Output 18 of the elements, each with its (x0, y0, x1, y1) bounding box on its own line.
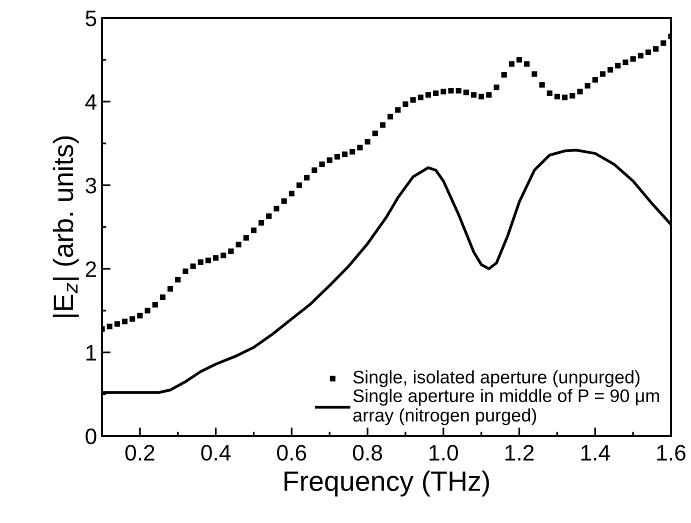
y-tick-label: 1 (86, 345, 96, 360)
legend-label: Single aperture in middle of P = 90 μm array (nitrogen purged) (353, 388, 659, 426)
x-tick-label: 1.0 (430, 444, 458, 461)
x-axis-title: Frequency (THz) (284, 470, 489, 496)
y-tick-label: 0 (86, 428, 96, 444)
x-tick-label: 1.6 (657, 444, 686, 461)
x-tick-label: 0.6 (277, 444, 306, 461)
x-tick-label: 1.4 (581, 445, 610, 460)
y-axis-title: |E$_{z}$| (arb. units) (52, 136, 79, 317)
x-tick-label: 1.2 (506, 444, 534, 460)
y-tick-label: 5 (86, 10, 96, 26)
y-tick-label: 3 (86, 178, 96, 194)
legend-label: Single, isolated aperture (unpurged) (353, 370, 640, 388)
x-tick-label: 0.2 (125, 444, 154, 461)
y-tick-label: 2 (86, 261, 96, 277)
x-tick-label: 0.8 (352, 444, 382, 461)
y-tick-label: 4 (85, 94, 96, 110)
x-tick-label: 0.4 (201, 444, 231, 461)
